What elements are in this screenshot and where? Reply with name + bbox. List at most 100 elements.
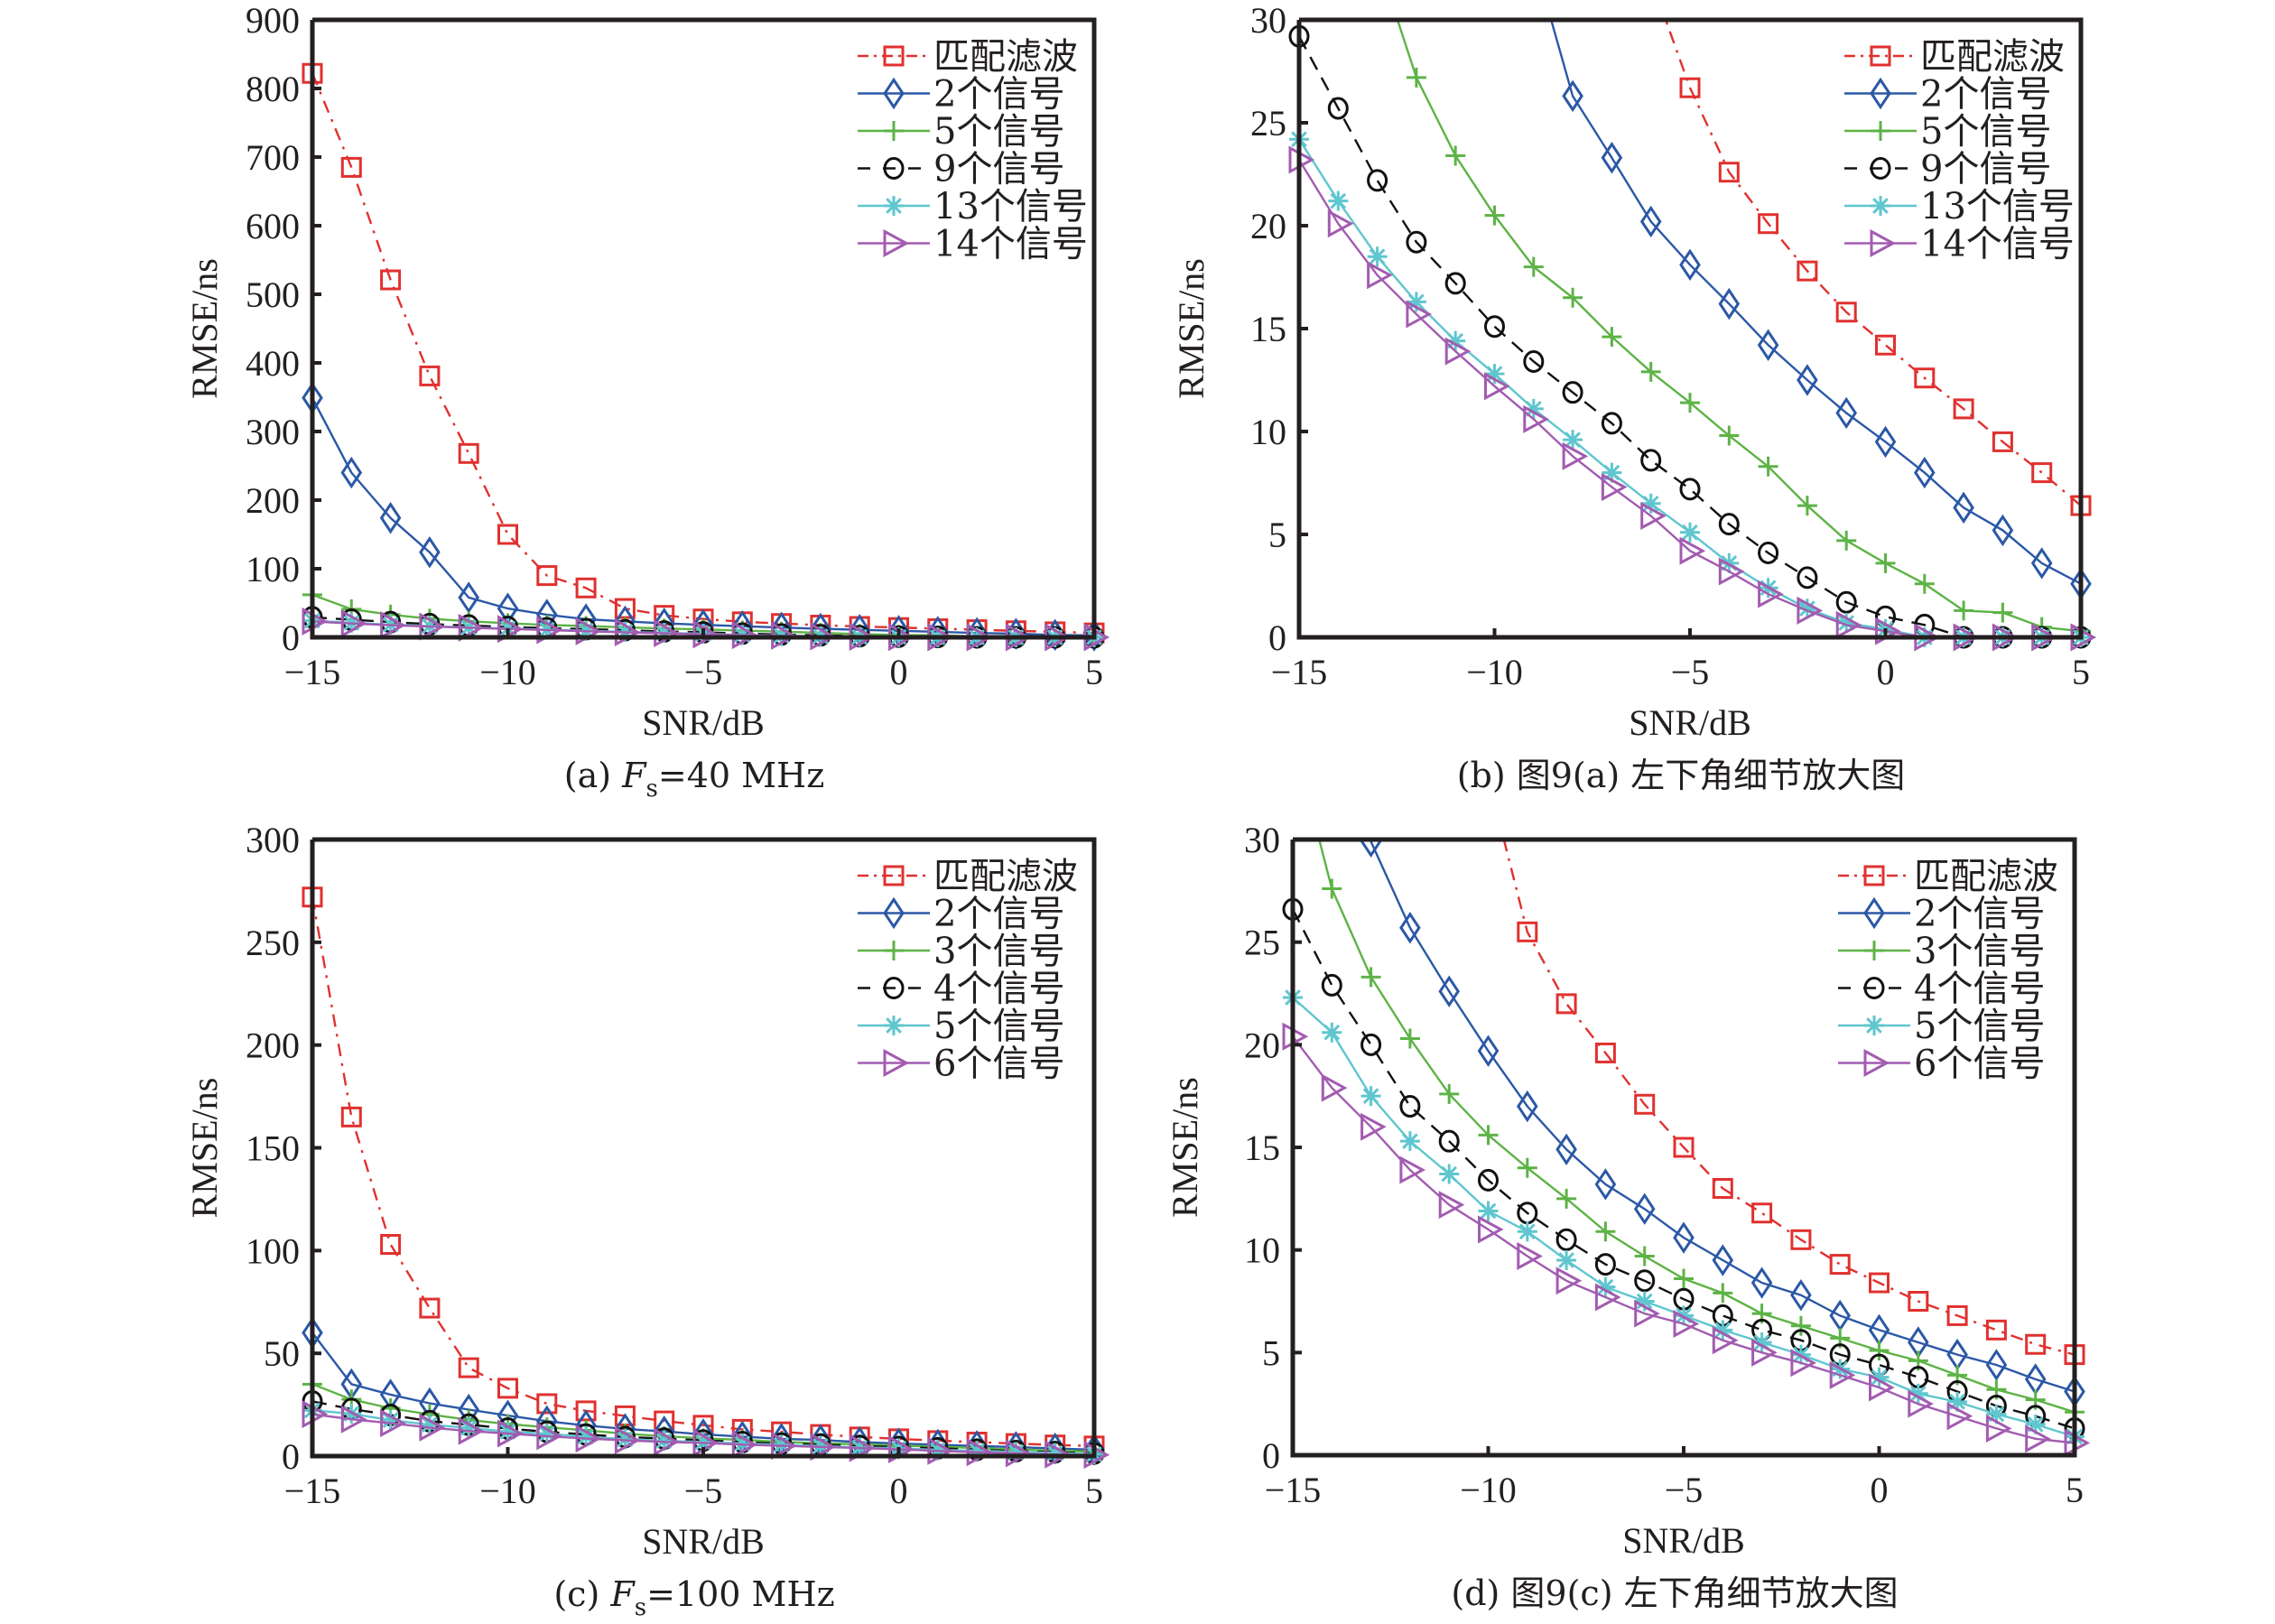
data-point [1516,1090,1538,1123]
x-tick-label: −15 [284,652,341,692]
x-tick-label: −15 [1271,652,1328,692]
data-point [497,1419,524,1448]
data-point [1555,1228,1577,1251]
data-point [1563,287,1583,308]
data-point [1006,1442,1026,1462]
data-point [2025,1414,2046,1434]
legend-label: 14个信号 [1920,224,2075,265]
data-point [1914,573,1935,594]
legend-label: 2个信号 [1920,74,2051,116]
legend-item: 2个信号 [858,74,1064,116]
y-tick-label: 30 [1244,820,1280,860]
data-point [1555,993,1577,1015]
data-point [1399,1131,1420,1152]
data-point [1946,1304,1968,1326]
data-point [1594,1253,1616,1276]
data-point [1869,1367,1890,1387]
legend-item: 匹配滤波 [1844,36,2065,78]
data-point [1438,1129,1460,1153]
data-point [1713,1320,1733,1341]
data-point [1517,1157,1537,1178]
data-point [1523,404,1549,433]
data-point [1718,513,1740,536]
data-point [1712,1326,1739,1355]
data-point [1836,613,1857,634]
data-point [1406,67,1426,88]
legend-marker [1870,45,1891,67]
data-point [379,502,402,534]
data-point [1947,1391,1968,1412]
panel-caption: (d) 图9(c) 左下角细节放大图 [1451,1573,1898,1613]
data-point [1634,1246,1655,1267]
data-point [1328,190,1349,211]
data-point [1953,398,1974,420]
data-point [536,1422,562,1451]
data-point [1484,364,1505,385]
y-tick-label: 10 [1250,412,1286,452]
series-line [1549,20,2082,585]
x-tick-label: 0 [1877,652,1895,692]
legend-label: 匹配滤波 [933,36,1078,78]
legend-marker [883,865,905,886]
data-point [1484,372,1510,401]
series-1 [1360,840,2085,1408]
y-tick-label: 20 [1244,1025,1280,1065]
data-point [1484,205,1505,226]
data-point [1992,602,2013,623]
data-point [459,1417,479,1438]
data-point [380,269,402,291]
data-point [1719,425,1740,446]
data-point [1758,542,1779,565]
data-point [1835,302,1857,323]
data-point [1869,1341,1890,1361]
data-point [1679,478,1701,501]
data-point [1758,580,1784,608]
series-0 [1664,20,2092,516]
data-point [380,1410,401,1431]
y-tick-label: 900 [246,0,300,41]
legend-label: 匹配滤波 [1914,856,2058,897]
y-tick-label: 5 [1268,515,1286,555]
legend-label: 3个信号 [1914,931,2045,972]
data-point [1563,430,1583,450]
x-tick-label: −5 [1671,652,1710,692]
legend-item: 2个信号 [1838,894,2045,935]
data-point [1594,1283,1621,1312]
data-point [1679,77,1701,98]
data-point [1556,1188,1577,1209]
x-tick-label: 5 [2066,1470,2084,1510]
data-point [458,1416,485,1445]
legend-item: 2个信号 [1844,74,2051,116]
y-tick-label: 30 [1250,0,1286,41]
data-point [1986,1404,2007,1424]
data-point [497,1421,518,1442]
data-point [1444,337,1472,366]
panel-caption: (b) 图9(a) 左下角细节放大图 [1457,756,1906,795]
x-axis-title: SNR/dB [1629,702,1751,743]
y-tick-label: 150 [246,1128,300,1169]
data-point [458,1357,479,1378]
legend-label: 13个信号 [1920,186,2075,227]
data-point [1718,162,1740,183]
y-tick-label: 0 [1262,1435,1280,1476]
data-point [1517,1221,1537,1242]
legend-label: 6个信号 [933,1044,1064,1085]
series-line [311,616,1094,639]
series-2 [1318,840,2085,1423]
legend-marker [883,896,905,930]
legend-item: 匹配滤波 [1838,856,2058,897]
legend-label: 14个信号 [933,224,1088,265]
data-point [1360,967,1381,988]
x-tick-label: 5 [2072,652,2090,692]
legend-marker [1863,977,1885,999]
data-point [419,365,441,386]
y-tick-label: 5 [1262,1332,1280,1373]
data-point [536,1424,557,1444]
data-point [340,456,363,489]
data-point [1679,536,1706,565]
y-tick-label: 300 [246,412,300,452]
y-axis-title: RMSE/ns [1171,258,1212,399]
